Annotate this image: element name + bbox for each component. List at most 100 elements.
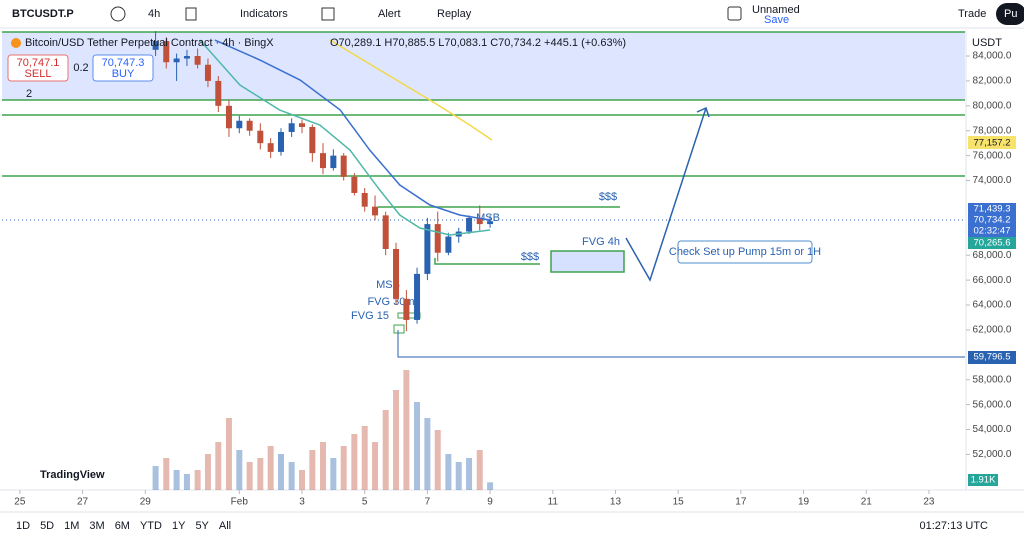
range-button[interactable]: 1M: [64, 520, 79, 532]
buy-btn[interactable]: [92, 54, 154, 82]
candle-body: [225, 105, 232, 129]
y-tick-label: 80,000.0: [973, 100, 1012, 111]
range-button[interactable]: 6M: [115, 520, 130, 532]
candle-body: [320, 153, 326, 169]
interval[interactable]: 4h: [148, 8, 160, 20]
range-button[interactable]: 5D: [40, 520, 54, 532]
price-tag: 59,796.5: [974, 352, 1011, 363]
moving-average: [214, 39, 491, 221]
tag-bg: [968, 136, 1016, 149]
x-tick-label: 7: [425, 497, 431, 508]
y-tick-label: 84,000.0: [973, 51, 1012, 62]
sell-btn[interactable]: [7, 54, 69, 82]
candle-body: [215, 80, 222, 106]
range-button[interactable]: All: [219, 520, 231, 532]
buy-label[interactable]: BUY: [112, 68, 135, 80]
volume-bar: [372, 442, 379, 490]
candle-body: [361, 192, 368, 207]
candle-body: [487, 221, 494, 225]
volume-bar: [320, 442, 326, 490]
publish-btn[interactable]: [996, 3, 1024, 25]
candle-body: [445, 236, 452, 253]
volume-bar: [434, 430, 441, 490]
candle-body: [403, 298, 410, 320]
volume-bar: [277, 454, 284, 490]
legend-title: Bitcoin/USD Tether Perpetual Contract · …: [25, 37, 274, 49]
moving-average: [329, 39, 493, 141]
volume-bar: [152, 466, 159, 490]
candle-body: [434, 224, 441, 253]
volume-bar: [225, 418, 232, 490]
volume-bar: [298, 470, 305, 490]
projection-arrow: [625, 107, 707, 282]
checkbox[interactable]: [727, 6, 742, 21]
add-icon[interactable]: [110, 6, 126, 22]
layout-name[interactable]: Unnamed: [752, 4, 800, 16]
annotation: $$$: [599, 191, 617, 203]
volume-bar: [382, 410, 389, 490]
candle-body: [204, 64, 211, 81]
y-tick-label: 82,000.0: [973, 76, 1012, 87]
liquidity-line: [434, 258, 540, 265]
volume-bar: [204, 454, 211, 490]
range-button[interactable]: 5Y: [195, 520, 209, 532]
range-button[interactable]: YTD: [140, 520, 162, 532]
candle-body: [236, 120, 243, 129]
save[interactable]: Save: [764, 14, 789, 26]
range-button[interactable]: 1Y: [172, 520, 186, 532]
sell-label[interactable]: SELL: [25, 68, 52, 80]
buy-price[interactable]: 70,747.3: [102, 57, 145, 69]
volume-bar: [246, 462, 253, 490]
y-tick-label: 56,000.0: [973, 399, 1012, 410]
candle-body: [246, 120, 253, 131]
publish[interactable]: Pu: [1004, 8, 1017, 20]
collapsed-count[interactable]: 2: [26, 88, 32, 100]
x-tick-label: 19: [798, 497, 810, 508]
sell-price[interactable]: 70,747.1: [17, 57, 60, 69]
volume-bar: [340, 446, 347, 490]
annotation: FVG 30m: [367, 296, 414, 308]
candle-body: [257, 130, 264, 144]
volume-bar: [267, 446, 274, 490]
alert[interactable]: Alert: [378, 8, 401, 20]
candle-body: [393, 248, 400, 299]
candle-body: [288, 123, 295, 132]
x-tick-label: 27: [77, 497, 89, 508]
x-tick-label: 13: [610, 497, 622, 508]
candle-body: [267, 143, 274, 152]
y-tick-label: 68,000.0: [973, 250, 1012, 261]
candle-body: [340, 155, 347, 177]
volume-bar: [257, 458, 264, 490]
chart-type-icon[interactable]: [185, 7, 197, 21]
volume-bar: [173, 470, 180, 490]
candle-body: [277, 131, 284, 152]
candle-body: [466, 217, 473, 232]
clock: 01:27:13 UTC: [920, 520, 989, 532]
range-button[interactable]: 3M: [89, 520, 104, 532]
y-tick-label: 74,000.0: [973, 175, 1012, 186]
trade[interactable]: Trade: [958, 8, 986, 20]
currency[interactable]: USDT: [972, 37, 1002, 49]
range-button[interactable]: 1D: [16, 520, 30, 532]
toolbar: [0, 0, 1024, 28]
price-tag: 70,265.6: [974, 238, 1011, 249]
templates-icon[interactable]: [321, 7, 335, 21]
x-tick-label: 3: [299, 497, 305, 508]
x-tick-label: 11: [548, 497, 559, 508]
x-tick-label: 17: [735, 497, 747, 508]
x-tick-label: Feb: [231, 497, 249, 508]
note: Check Set up Pump 15m or 1H: [669, 246, 821, 258]
symbol[interactable]: BTCUSDT.P: [12, 8, 74, 20]
candle-body: [194, 56, 201, 65]
replay[interactable]: Replay: [437, 8, 472, 20]
price-tag: 77,157.2: [974, 138, 1011, 149]
x-tick-label: 15: [673, 497, 685, 508]
y-tick-label: 52,000.0: [973, 449, 1012, 460]
candle-body: [424, 224, 431, 274]
indicators[interactable]: Indicators: [240, 8, 288, 20]
candle-body: [382, 215, 389, 249]
candle-body: [183, 56, 190, 59]
candle-body: [152, 41, 159, 50]
